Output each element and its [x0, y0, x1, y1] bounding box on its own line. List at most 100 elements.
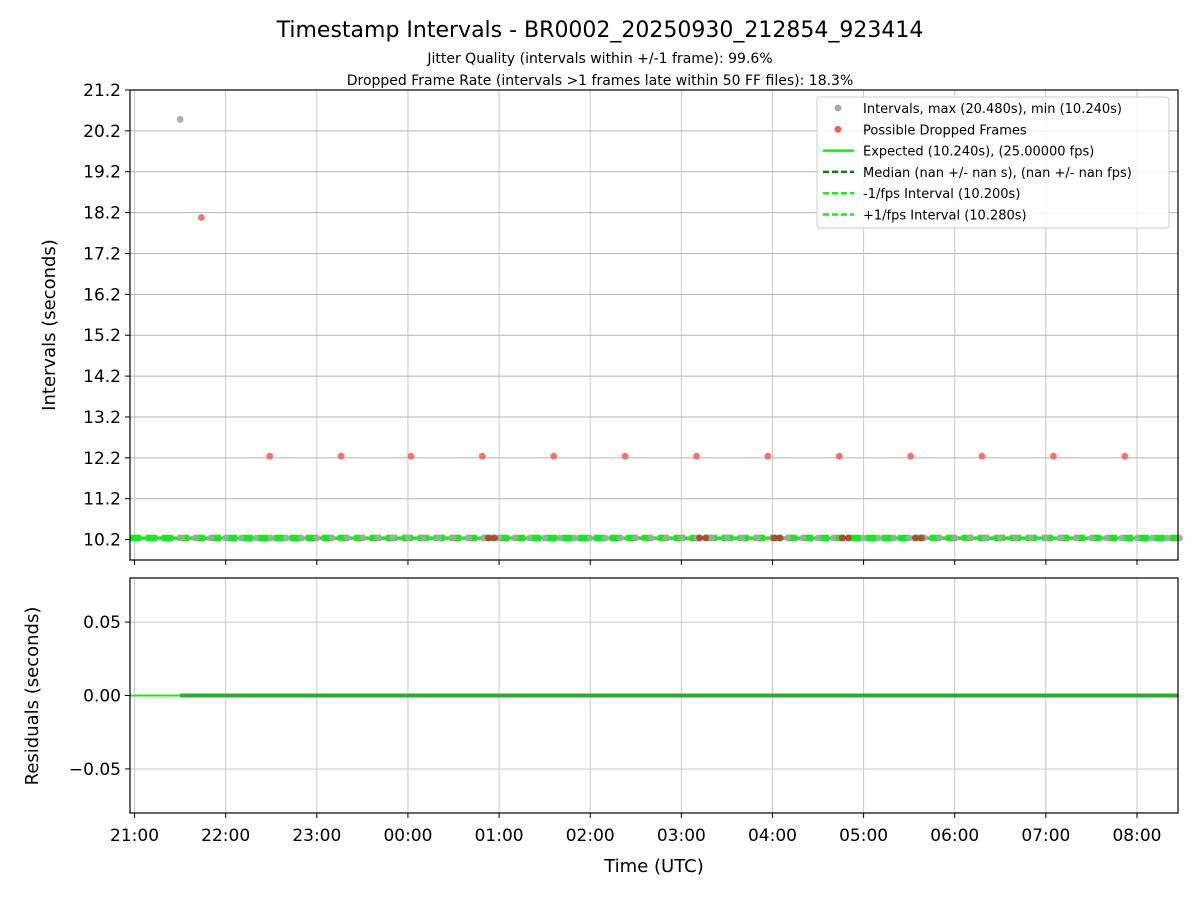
dropped-frame-point: [978, 452, 986, 460]
dropped-frame-point: [907, 452, 915, 460]
top-y-tick-label: 14.2: [83, 367, 121, 387]
interval-point: [207, 534, 214, 542]
interval-point: [313, 534, 321, 542]
interval-point: [541, 534, 549, 542]
top-y-tick-label: 17.2: [83, 244, 121, 264]
interval-point: [814, 534, 822, 542]
interval-point: [526, 534, 533, 542]
top-y-tick-label: 16.2: [83, 285, 121, 305]
dropped-frame-point: [266, 452, 274, 460]
legend-marker: [834, 125, 842, 133]
dropped-frame-point: [1050, 452, 1057, 460]
interval-point: [677, 534, 685, 542]
dropped-frame-point: [621, 452, 629, 460]
bottom-plot-ticks: 21:00 22:00 23:00 00:00 01:00 02:00 03:00 04:00…: [69, 613, 1162, 846]
interval-point: [829, 534, 837, 542]
x-axis-label: Time (UTC): [603, 856, 704, 877]
dropped-frame-point: [478, 452, 486, 460]
x-tick-label: 01:00: [475, 826, 524, 846]
legend-label: +1/fps Interval (10.280s): [863, 209, 1027, 224]
x-tick-label: 05:00: [839, 826, 888, 846]
chart-title: Timestamp Intervals - BR0002_20250930_21…: [276, 18, 924, 43]
interval-point: [738, 534, 746, 542]
legend-label: Expected (10.240s), (25.00000 fps): [863, 145, 1094, 160]
interval-point: [1042, 534, 1050, 542]
x-tick-label: 23:00: [292, 826, 341, 846]
interval-point: [708, 534, 716, 542]
dropped-frame-point: [550, 452, 558, 460]
interval-point: [465, 534, 473, 542]
top-y-tick-label: 12.2: [83, 449, 121, 469]
dropped-frame-point: [197, 214, 205, 221]
top-y-tick-label: 18.2: [83, 204, 121, 224]
x-tick-label: 08:00: [1112, 826, 1161, 846]
interval-point: [632, 534, 640, 542]
interval-point: [890, 534, 898, 542]
bottom-plot-frame: [129, 577, 1179, 814]
interval-point: [283, 534, 290, 542]
interval-point: [601, 534, 609, 542]
interval-point: [343, 534, 351, 542]
interval-point: [450, 534, 457, 542]
x-tick-label: 22:00: [201, 826, 250, 846]
interval-point: [358, 534, 366, 542]
interval-point: [753, 534, 761, 542]
bottom-y-tick-label: 0.00: [83, 687, 121, 707]
interval-point: [723, 534, 731, 542]
bottom-y-tick-label: −0.05: [69, 760, 121, 780]
dropped-frame-overlap-point: [702, 534, 710, 542]
x-tick-label: 06:00: [930, 826, 979, 846]
legend-marker: [834, 104, 842, 112]
interval-point: [799, 534, 807, 542]
dropped-frame-overlap-point: [770, 534, 778, 542]
interval-point: [1103, 534, 1111, 542]
interval-point: [784, 534, 792, 542]
interval-point: [860, 534, 867, 542]
dropped-frame-point: [407, 452, 415, 460]
x-tick-label: 04:00: [748, 826, 797, 846]
interval-point: [374, 534, 381, 542]
interval-point: [434, 534, 442, 542]
interval-point: [875, 534, 883, 542]
interval-point: [389, 534, 397, 542]
top-plot-ticks: 10.2 11.2 12.2 13.2 14.2 15.2 16.2 17.2 18.2 19.2…: [83, 81, 1138, 565]
x-tick-label: 21:00: [110, 826, 159, 846]
interval-point: [1148, 534, 1156, 542]
interval-point: [951, 534, 959, 542]
top-y-tick-label: 21.2: [83, 81, 121, 101]
interval-point: [1012, 534, 1019, 542]
interval-point: [267, 534, 275, 542]
top-y-tick-label: 20.2: [83, 122, 121, 142]
top-plot-frame: [129, 89, 1179, 561]
dropped-frame-overlap-point: [917, 534, 925, 542]
interval-point: [404, 534, 412, 542]
bottom-y-axis-label: Residuals (seconds): [22, 607, 43, 786]
interval-point: [556, 534, 564, 542]
interval-point: [510, 534, 518, 542]
x-tick-label: 03:00: [657, 826, 706, 846]
interval-point: [1176, 534, 1183, 542]
interval-point: [252, 534, 260, 542]
top-y-tick-label: 13.2: [83, 408, 121, 428]
interval-point: [419, 534, 427, 542]
interval-point: [1088, 534, 1095, 542]
legend-label: -1/fps Interval (10.200s): [863, 187, 1020, 202]
dropped-frame-point: [764, 452, 772, 460]
interval-point: [662, 534, 670, 542]
dropped-frame-overlap-point: [845, 534, 852, 542]
interval-point: [647, 534, 655, 542]
interval-point: [1118, 534, 1126, 542]
top-y-tick-label: 15.2: [83, 326, 121, 346]
interval-point: [1072, 534, 1080, 542]
dropped-frame-point: [693, 452, 700, 460]
legend-label: Intervals, max (20.480s), min (10.240s): [863, 102, 1122, 117]
interval-point: [176, 116, 184, 123]
chart-subtitle-dropped: Dropped Frame Rate (intervals >1 frames …: [347, 73, 854, 89]
bottom-y-tick-label: 0.05: [83, 613, 121, 633]
interval-point: [981, 534, 989, 542]
legend-label: Median (nan +/- nan s), (nan +/- nan fps…: [863, 166, 1132, 181]
top-y-tick-label: 11.2: [83, 490, 121, 510]
dropped-frame-overlap-point: [838, 534, 846, 542]
interval-point: [936, 534, 943, 542]
